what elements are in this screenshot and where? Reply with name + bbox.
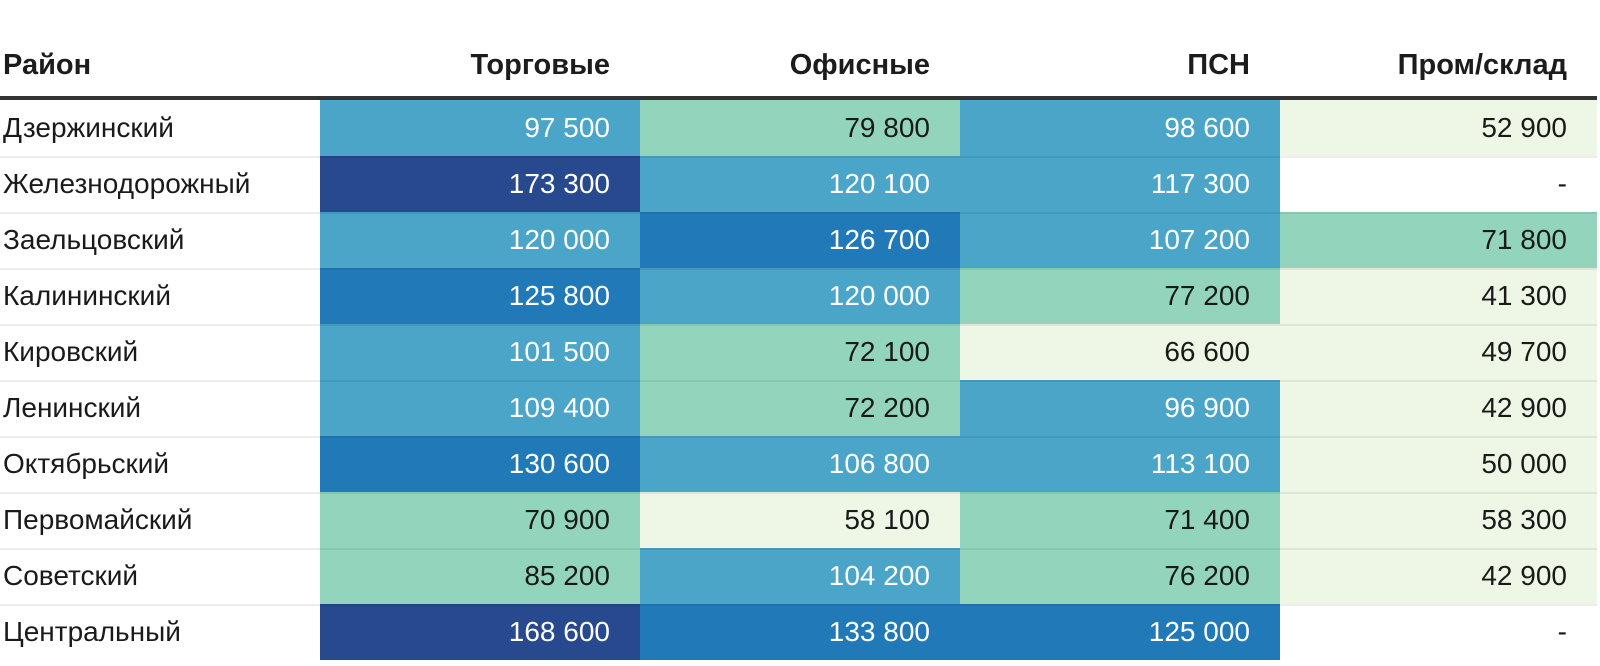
- price-cell: 117 300: [960, 156, 1280, 212]
- price-cell: 106 800: [640, 436, 960, 492]
- price-cell: 126 700: [640, 212, 960, 268]
- table-row: Центральный 168 600 133 800 125 000-: [0, 604, 1597, 660]
- district-name: Ленинский: [0, 380, 320, 436]
- price-cell: 71 800: [1280, 212, 1597, 268]
- column-header-industrial: Пром/склад: [1280, 0, 1597, 100]
- price-cell: 101 500: [320, 324, 640, 380]
- price-cell: 109 400: [320, 380, 640, 436]
- table-row: Первомайский 70 900 58 100 71 400 58 300: [0, 492, 1597, 548]
- price-cell: 125 800: [320, 268, 640, 324]
- table-row: Дзержинский 97 500 79 800 98 600 52 900: [0, 98, 1597, 156]
- price-cell: 42 900: [1280, 548, 1597, 604]
- price-cell: 104 200: [640, 548, 960, 604]
- price-cell: -: [1280, 604, 1597, 660]
- price-cell: 97 500: [320, 98, 640, 156]
- price-cell: 168 600: [320, 604, 640, 660]
- district-name: Первомайский: [0, 492, 320, 548]
- district-name: Дзержинский: [0, 98, 320, 156]
- price-cell: 71 400: [960, 492, 1280, 548]
- district-name: Советский: [0, 548, 320, 604]
- table-row: Кировский 101 500 72 100 66 600 49 700: [0, 324, 1597, 380]
- district-name: Калининский: [0, 268, 320, 324]
- district-name: Заельцовский: [0, 212, 320, 268]
- price-cell: 66 600: [960, 324, 1280, 380]
- price-cell: 72 200: [640, 380, 960, 436]
- price-cell: 125 000: [960, 604, 1280, 660]
- price-cell: 107 200: [960, 212, 1280, 268]
- table-row: Советский 85 200 104 200 76 200 42 900: [0, 548, 1597, 604]
- price-cell: 41 300: [1280, 268, 1597, 324]
- price-cell: 58 100: [640, 492, 960, 548]
- price-cell: 42 900: [1280, 380, 1597, 436]
- price-cell: 50 000: [1280, 436, 1597, 492]
- price-cell: 133 800: [640, 604, 960, 660]
- price-cell: 120 000: [320, 212, 640, 268]
- column-header-office: Офисные: [640, 0, 960, 100]
- price-cell: 85 200: [320, 548, 640, 604]
- price-cell: 130 600: [320, 436, 640, 492]
- table-row: Заельцовский 120 000 126 700 107 200 71 800: [0, 212, 1597, 268]
- price-cell: 76 200: [960, 548, 1280, 604]
- price-cell: 79 800: [640, 98, 960, 156]
- district-name: Железнодорожный: [0, 156, 320, 212]
- district-name: Кировский: [0, 324, 320, 380]
- price-cell: 120 000: [640, 268, 960, 324]
- table-row: Калининский 125 800 120 000 77 200 41 300: [0, 268, 1597, 324]
- price-cell: 49 700: [1280, 324, 1597, 380]
- table-body: Дзержинский 97 500 79 800 98 600 52 900 Желез…: [0, 98, 1597, 660]
- district-name: Октябрьский: [0, 436, 320, 492]
- column-header-district: Район: [0, 0, 320, 100]
- district-name: Центральный: [0, 604, 320, 660]
- price-cell: 52 900: [1280, 98, 1597, 156]
- table-row: Железнодорожный 173 300 120 100 117 300-: [0, 156, 1597, 212]
- price-cell: 72 100: [640, 324, 960, 380]
- price-cell: 77 200: [960, 268, 1280, 324]
- table-row: Ленинский 109 400 72 200 96 900 42 900: [0, 380, 1597, 436]
- price-cell: 120 100: [640, 156, 960, 212]
- column-header-psn: ПСН: [960, 0, 1280, 100]
- price-cell: 58 300: [1280, 492, 1597, 548]
- header-row: Район Торговые Офисные ПСН Пром/склад: [0, 0, 1597, 100]
- price-cell: 70 900: [320, 492, 640, 548]
- price-cell: 96 900: [960, 380, 1280, 436]
- column-header-retail: Торговые: [320, 0, 640, 100]
- price-cell: 113 100: [960, 436, 1280, 492]
- price-cell: -: [1280, 156, 1597, 212]
- price-cell: 98 600: [960, 98, 1280, 156]
- price-cell: 173 300: [320, 156, 640, 212]
- table-row: Октябрьский 130 600 106 800 113 100 50 000: [0, 436, 1597, 492]
